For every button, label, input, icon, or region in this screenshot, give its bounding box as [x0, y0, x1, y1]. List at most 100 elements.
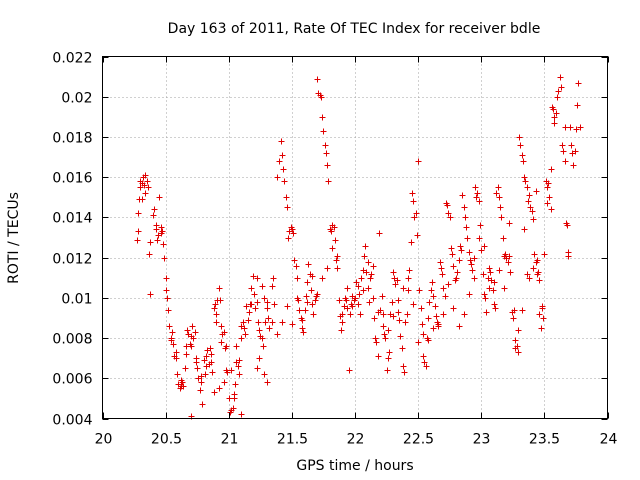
data-point: [486, 265, 493, 272]
data-point: [375, 353, 382, 360]
data-point: [399, 345, 406, 352]
data-point: [476, 235, 483, 242]
data-point: [530, 265, 537, 272]
data-point: [426, 299, 433, 306]
data-point: [153, 226, 160, 233]
data-point: [419, 321, 426, 328]
data-point: [380, 311, 387, 318]
data-point: [438, 265, 445, 272]
data-point: [208, 351, 215, 358]
data-point: [481, 243, 488, 250]
data-point: [142, 190, 149, 197]
data-point: [430, 325, 437, 332]
data-point: [493, 190, 500, 197]
data-point: [545, 180, 552, 187]
data-point: [232, 381, 239, 388]
data-point: [284, 303, 291, 310]
data-point: [231, 391, 238, 398]
axis-ticks: [102, 56, 609, 420]
data-point: [160, 241, 167, 248]
data-point: [519, 152, 526, 159]
data-point: [430, 293, 437, 300]
x-tick-label: 21.5: [277, 432, 308, 448]
data-point: [507, 269, 514, 276]
data-point: [414, 232, 421, 239]
data-point: [526, 275, 533, 282]
data-point: [408, 239, 415, 246]
data-point: [530, 216, 537, 223]
data-point: [577, 124, 584, 131]
data-point: [512, 345, 519, 352]
data-point: [445, 210, 452, 217]
data-point: [538, 325, 545, 332]
data-point: [517, 142, 524, 149]
y-tick-label: 0.008: [52, 332, 92, 348]
data-point: [416, 287, 423, 294]
y-tick-label: 0.02: [61, 91, 92, 107]
data-point: [194, 365, 201, 372]
data-point: [336, 297, 343, 304]
data-point: [279, 152, 286, 159]
data-point: [266, 325, 273, 332]
data-point: [300, 329, 307, 336]
data-point: [250, 273, 257, 280]
data-point: [492, 305, 499, 312]
x-tick-label: 20.5: [151, 432, 182, 448]
data-point: [256, 327, 263, 334]
data-point: [375, 309, 382, 316]
data-point: [440, 285, 447, 292]
data-point: [464, 235, 471, 242]
data-point: [325, 178, 332, 185]
data-point: [285, 235, 292, 242]
data-point: [207, 345, 214, 352]
data-point: [362, 243, 369, 250]
data-point: [445, 281, 452, 288]
data-point: [134, 237, 141, 244]
data-point: [462, 214, 469, 221]
data-point: [478, 247, 485, 254]
data-point: [521, 174, 528, 181]
data-point: [281, 178, 288, 185]
y-tick-label: 0.016: [52, 171, 92, 187]
data-point: [487, 269, 494, 276]
data-point: [437, 259, 444, 266]
y-tick-label: 0.018: [52, 131, 92, 147]
data-point: [473, 194, 480, 201]
data-point: [381, 331, 388, 338]
data-point: [554, 94, 561, 101]
data-point: [141, 182, 148, 189]
data-point: [411, 214, 418, 221]
data-point: [218, 339, 225, 346]
data-point: [456, 323, 463, 330]
data-point: [382, 335, 389, 342]
data-point: [486, 285, 493, 292]
data-point: [568, 142, 575, 149]
data-point: [506, 220, 513, 227]
data-point: [491, 279, 498, 286]
data-point: [251, 291, 258, 298]
data-point: [559, 142, 566, 149]
data-point: [366, 299, 373, 306]
data-point: [413, 210, 420, 217]
data-point: [461, 311, 468, 318]
data-point: [544, 184, 551, 191]
data-point: [238, 335, 245, 342]
y-tick-label: 0.022: [52, 51, 92, 67]
data-point: [529, 208, 536, 215]
data-point: [535, 269, 542, 276]
data-point: [510, 315, 517, 322]
data-point: [211, 389, 218, 396]
data-point: [573, 126, 580, 133]
data-point: [151, 206, 158, 213]
x-tick-label: 20: [95, 432, 113, 448]
data-point: [173, 349, 180, 356]
data-point: [520, 158, 527, 165]
data-point: [221, 379, 228, 386]
data-point: [145, 184, 152, 191]
data-point: [320, 128, 327, 135]
data-point: [410, 301, 417, 308]
data-point: [553, 110, 560, 117]
data-point: [344, 285, 351, 292]
data-point: [397, 333, 404, 340]
data-point: [521, 226, 528, 233]
